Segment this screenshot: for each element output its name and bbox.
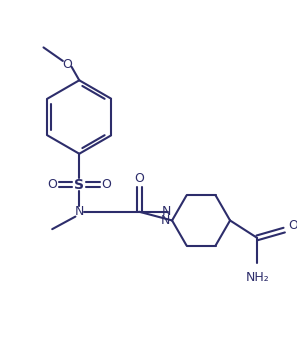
Text: N: N [161, 214, 170, 227]
Text: O: O [63, 58, 72, 71]
Text: O: O [101, 178, 111, 191]
Text: N: N [162, 205, 171, 218]
Text: O: O [47, 178, 57, 191]
Text: NH₂: NH₂ [245, 271, 269, 284]
Text: O: O [288, 219, 297, 232]
Text: N: N [75, 205, 84, 218]
Text: S: S [74, 178, 84, 192]
Text: O: O [134, 172, 144, 185]
